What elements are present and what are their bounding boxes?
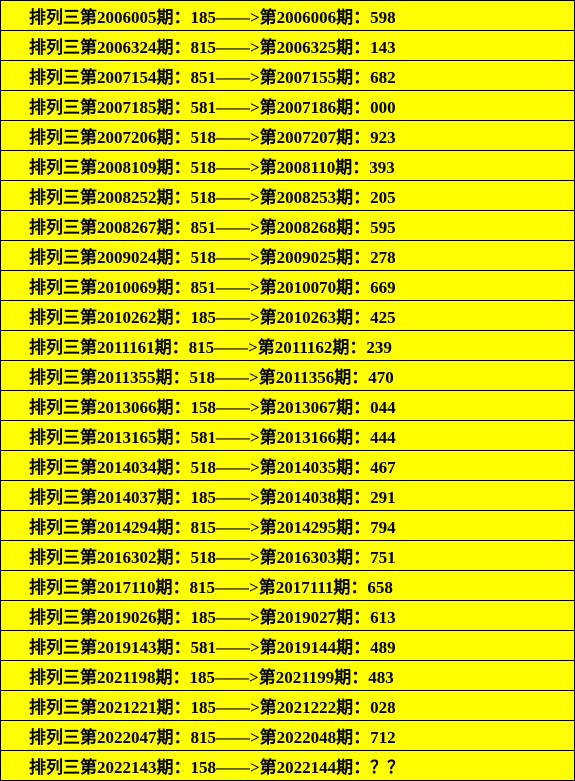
table-row: 排列三第2019026期：185——>第2019027期：613: [1, 601, 575, 631]
lottery-history-table: 排列三第2006005期：185——>第2006006期：598排列三第2006…: [0, 0, 575, 781]
table-cell: 排列三第2007185期：581——>第2007186期：000: [1, 91, 575, 121]
table-cell: 排列三第2006005期：185——>第2006006期：598: [1, 1, 575, 31]
table-cell: 排列三第2010069期：851——>第2010070期：669: [1, 271, 575, 301]
table-row: 排列三第2013066期：158——>第2013067期：044: [1, 391, 575, 421]
table-cell: 排列三第2008252期：518——>第2008253期：205: [1, 181, 575, 211]
table-cell: 排列三第2011161期：815——>第2011162期：239: [1, 331, 575, 361]
table-row: 排列三第2014037期：185——>第2014038期：291: [1, 481, 575, 511]
table-row: 排列三第2021198期：185——>第2021199期：483: [1, 661, 575, 691]
table-row: 排列三第2006005期：185——>第2006006期：598: [1, 1, 575, 31]
table-row: 排列三第2016302期：518——>第2016303期：751: [1, 541, 575, 571]
table-cell: 排列三第2021221期：185——>第2021222期：028: [1, 691, 575, 721]
table-row: 排列三第2019143期：581——>第2019144期：489: [1, 631, 575, 661]
table-cell: 排列三第2021198期：185——>第2021199期：483: [1, 661, 575, 691]
table-cell: 排列三第2013165期：581——>第2013166期：444: [1, 421, 575, 451]
table-row: 排列三第2006324期：815——>第2006325期：143: [1, 31, 575, 61]
table-cell: 排列三第2017110期：815——>第2017111期：658: [1, 571, 575, 601]
table-row: 排列三第2022047期：815——>第2022048期：712: [1, 721, 575, 751]
table-cell: 排列三第2006324期：815——>第2006325期：143: [1, 31, 575, 61]
table-row: 排列三第2022143期：158——>第2022144期：？？: [1, 751, 575, 781]
table-cell: 排列三第2013066期：158——>第2013067期：044: [1, 391, 575, 421]
table-row: 排列三第2021221期：185——>第2021222期：028: [1, 691, 575, 721]
table-cell: 排列三第2016302期：518——>第2016303期：751: [1, 541, 575, 571]
table-row: 排列三第2007154期：851——>第2007155期：682: [1, 61, 575, 91]
table-cell: 排列三第2011355期：518——>第2011356期：470: [1, 361, 575, 391]
table-row: 排列三第2010262期：185——>第2010263期：425: [1, 301, 575, 331]
table-cell: 排列三第2022143期：158——>第2022144期：？？: [1, 751, 575, 781]
table-cell: 排列三第2010262期：185——>第2010263期：425: [1, 301, 575, 331]
table-cell: 排列三第2008267期：851——>第2008268期：595: [1, 211, 575, 241]
table-cell: 排列三第2014034期：518——>第2014035期：467: [1, 451, 575, 481]
table-row: 排列三第2017110期：815——>第2017111期：658: [1, 571, 575, 601]
table-cell: 排列三第2019143期：581——>第2019144期：489: [1, 631, 575, 661]
table-cell: 排列三第2019026期：185——>第2019027期：613: [1, 601, 575, 631]
table-cell: 排列三第2007154期：851——>第2007155期：682: [1, 61, 575, 91]
table-row: 排列三第2014034期：518——>第2014035期：467: [1, 451, 575, 481]
table-row: 排列三第2010069期：851——>第2010070期：669: [1, 271, 575, 301]
table-row: 排列三第2007185期：581——>第2007186期：000: [1, 91, 575, 121]
table-cell: 排列三第2008109期：518——>第2008110期：393: [1, 151, 575, 181]
table-row: 排列三第2013165期：581——>第2013166期：444: [1, 421, 575, 451]
table-row: 排列三第2008267期：851——>第2008268期：595: [1, 211, 575, 241]
table-cell: 排列三第2014294期：815——>第2014295期：794: [1, 511, 575, 541]
table-cell: 排列三第2007206期：518——>第2007207期：923: [1, 121, 575, 151]
table-row: 排列三第2008109期：518——>第2008110期：393: [1, 151, 575, 181]
table-row: 排列三第2008252期：518——>第2008253期：205: [1, 181, 575, 211]
table-body: 排列三第2006005期：185——>第2006006期：598排列三第2006…: [1, 1, 575, 781]
table-cell: 排列三第2014037期：185——>第2014038期：291: [1, 481, 575, 511]
table-row: 排列三第2011355期：518——>第2011356期：470: [1, 361, 575, 391]
table-cell: 排列三第2022047期：815——>第2022048期：712: [1, 721, 575, 751]
table-row: 排列三第2014294期：815——>第2014295期：794: [1, 511, 575, 541]
table-row: 排列三第2007206期：518——>第2007207期：923: [1, 121, 575, 151]
table-cell: 排列三第2009024期：518——>第2009025期：278: [1, 241, 575, 271]
table-row: 排列三第2011161期：815——>第2011162期：239: [1, 331, 575, 361]
table-row: 排列三第2009024期：518——>第2009025期：278: [1, 241, 575, 271]
